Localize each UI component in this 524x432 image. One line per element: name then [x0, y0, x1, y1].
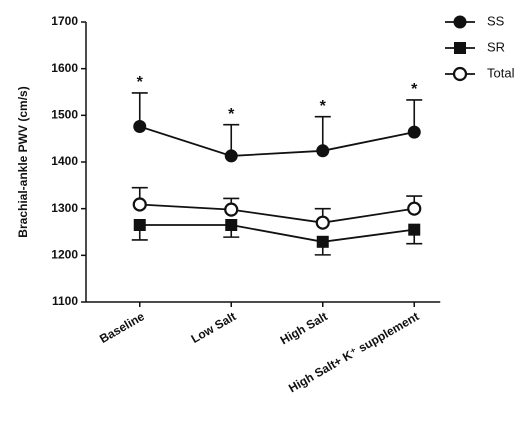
y-axis-label: Brachial-ankle PWV (cm/s) — [16, 86, 30, 237]
x-tick-label: Low Salt — [189, 309, 239, 346]
x-tick-label: Baseline — [97, 309, 147, 346]
y-tick-label: 1200 — [51, 248, 78, 262]
series-line — [139, 125, 415, 157]
y-tick-label: 1600 — [51, 61, 78, 75]
marker — [452, 66, 468, 82]
marker — [407, 201, 422, 216]
significance-marker: * — [320, 98, 327, 115]
marker — [316, 235, 329, 248]
x-tick-label: High Salt — [278, 309, 330, 347]
marker — [316, 144, 330, 158]
marker — [132, 197, 147, 212]
y-tick-label: 1500 — [51, 108, 78, 122]
legend-label: SS — [487, 13, 505, 28]
series-line — [139, 203, 415, 224]
significance-marker: * — [411, 81, 418, 98]
significance-marker: * — [137, 74, 144, 91]
series-line — [139, 224, 415, 243]
marker — [454, 42, 466, 54]
y-tick-label: 1300 — [51, 201, 78, 215]
marker — [133, 120, 147, 134]
marker — [407, 125, 421, 139]
marker — [453, 15, 467, 29]
y-tick-label: 1700 — [51, 14, 78, 28]
marker — [225, 219, 238, 231]
marker — [224, 149, 238, 163]
marker — [315, 215, 330, 230]
significance-marker: * — [228, 106, 235, 123]
y-tick-label: 1100 — [52, 294, 78, 308]
legend-label: SR — [487, 39, 505, 54]
marker — [224, 202, 239, 217]
legend-label: Total — [487, 65, 515, 80]
marker — [133, 219, 146, 231]
y-tick-label: 1400 — [51, 154, 78, 168]
marker — [408, 223, 421, 236]
